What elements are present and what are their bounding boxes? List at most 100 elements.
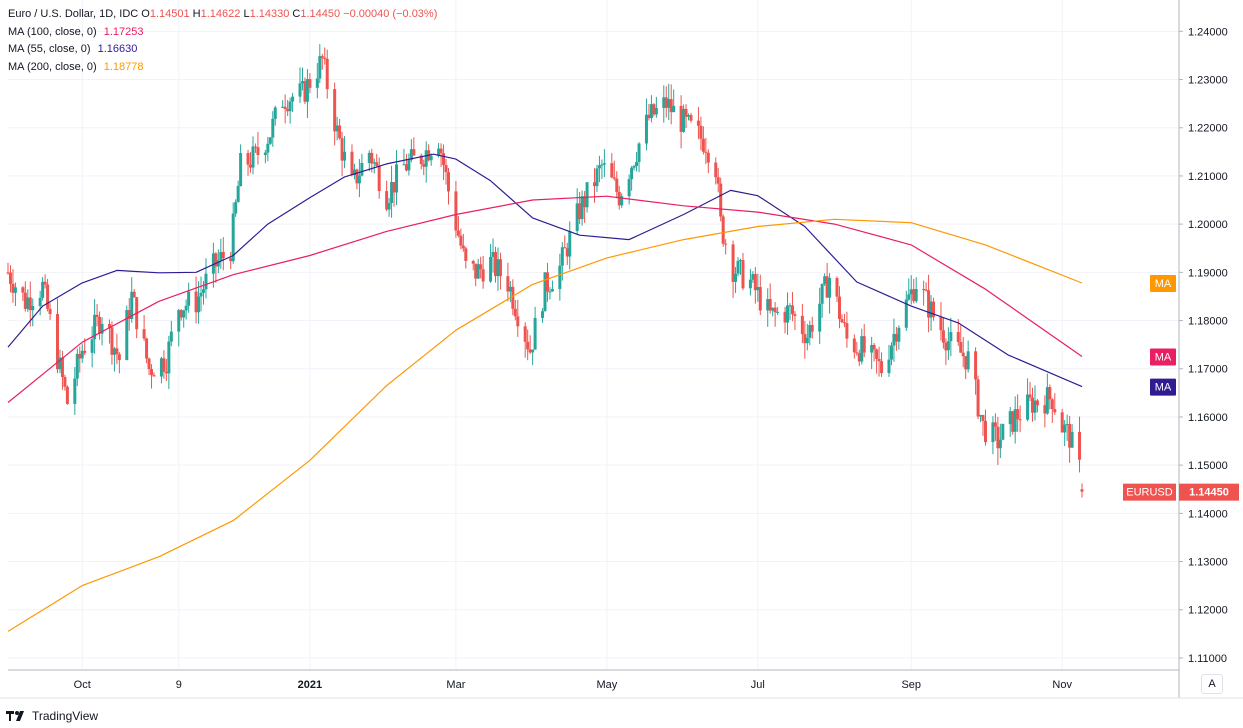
ma-scale-label: MA	[1150, 275, 1176, 293]
candle-body	[211, 253, 215, 274]
candle-body	[800, 315, 804, 335]
candle-body	[182, 310, 186, 318]
candle-body	[60, 357, 64, 378]
candle-body	[610, 163, 614, 178]
candle-body	[177, 310, 181, 332]
candle-body	[857, 353, 861, 362]
candle-body	[996, 426, 1000, 449]
candle-body	[672, 105, 676, 113]
candle-body	[630, 167, 634, 180]
candle-body	[377, 165, 381, 192]
tradingview-branding[interactable]: TradingView	[6, 709, 98, 723]
candle-body	[748, 279, 752, 289]
candle-body	[256, 147, 260, 156]
candle-body	[595, 168, 599, 187]
candle-body	[508, 286, 512, 292]
candle-body	[167, 341, 171, 374]
candle-body	[46, 284, 50, 309]
candle-body	[701, 138, 705, 152]
candle-body	[823, 276, 827, 284]
legend: Euro / U.S. Dollar, 1D, IDC O1.14501 H1.…	[8, 6, 437, 76]
price-tag-text: 1.14450	[1189, 487, 1229, 499]
candle-body	[147, 358, 151, 370]
candle-body	[597, 165, 601, 169]
candle-body	[229, 258, 233, 262]
candle-body	[1045, 387, 1049, 414]
candle-body	[375, 162, 379, 166]
x-tick-label: Sep	[901, 679, 921, 691]
candle-body	[6, 272, 10, 274]
candle-body	[620, 196, 624, 206]
candle-body	[298, 83, 302, 97]
auto-scale-button[interactable]: A	[1201, 674, 1223, 694]
candle-body	[439, 148, 443, 154]
candle-body	[1031, 397, 1035, 413]
candle-body	[422, 164, 426, 167]
price-tag-bg	[1179, 483, 1239, 501]
candle-body	[736, 260, 740, 274]
candle-body	[360, 162, 364, 176]
legend-change: −0.00040 (−0.03%)	[343, 8, 438, 20]
candle-body	[684, 108, 688, 117]
candle-body	[842, 322, 846, 324]
candle-body	[889, 345, 893, 360]
candle-body	[719, 183, 723, 217]
candle-body	[758, 287, 762, 311]
candle-body	[446, 172, 450, 192]
legend-ma100-row[interactable]: MA (100, close, 0) 1.17253	[8, 24, 437, 42]
candle-body	[558, 265, 562, 289]
candle-body	[355, 169, 359, 184]
legend-ma200-row[interactable]: MA (200, close, 0) 1.18778	[8, 59, 437, 77]
candle-body	[150, 369, 154, 376]
y-tick-label: 1.18000	[1188, 316, 1228, 328]
candle-body	[63, 377, 67, 387]
candle-body	[127, 310, 131, 319]
candle-body	[372, 162, 376, 164]
candle-body	[880, 361, 884, 374]
candle-body	[117, 354, 121, 360]
candle-body	[489, 256, 493, 282]
candle-body	[107, 323, 111, 328]
candle-body	[41, 281, 45, 298]
candle-body	[941, 330, 945, 343]
candle-body	[828, 278, 832, 298]
candle-body	[1050, 399, 1054, 410]
candle-body	[31, 306, 35, 311]
candle-body	[1053, 409, 1057, 413]
ma-scale-label-text: MA	[1155, 278, 1172, 290]
candle-body	[909, 289, 913, 295]
candle-body	[73, 378, 77, 404]
symbol-tag-text: EURUSD	[1126, 487, 1173, 499]
legend-ma55-row[interactable]: MA (55, close, 0) 1.16630	[8, 41, 437, 59]
candle-body	[855, 352, 859, 354]
candle-body	[162, 358, 166, 372]
candle-body	[367, 152, 371, 163]
ma-line-(200	[7, 218, 1083, 632]
candle-body	[870, 344, 874, 353]
legend-close-label: C	[292, 8, 301, 20]
candle-body	[1080, 489, 1084, 492]
candle-body	[790, 305, 794, 315]
candle-body	[506, 276, 510, 292]
ma-line-(100	[7, 195, 1083, 403]
candle-body	[511, 286, 515, 309]
candle-body	[385, 191, 389, 210]
candle-body	[164, 371, 168, 374]
candle-body	[115, 348, 119, 355]
candle-body	[1026, 394, 1030, 420]
candle-body	[771, 307, 775, 311]
candle-body	[914, 288, 918, 302]
candle-body	[231, 213, 235, 262]
candle-body	[338, 125, 342, 139]
ma-scale-label: MA	[1150, 348, 1176, 366]
candle-body	[932, 301, 936, 317]
candle-body	[38, 297, 42, 307]
candle-body	[513, 308, 517, 317]
candle-body	[635, 161, 639, 167]
candle-body	[751, 274, 755, 280]
candle-body	[585, 182, 589, 208]
y-tick-label: 1.16000	[1188, 412, 1228, 424]
candle-body	[110, 327, 114, 355]
candle-body	[924, 289, 928, 291]
